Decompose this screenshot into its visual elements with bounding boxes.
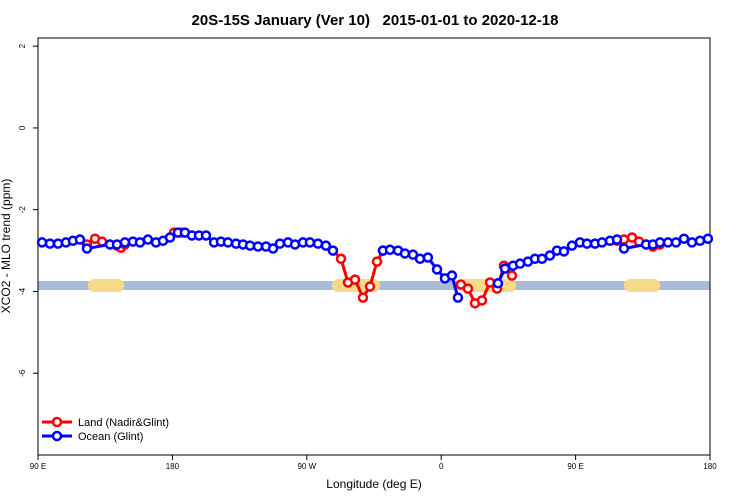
point — [654, 237, 666, 248]
point — [384, 244, 396, 256]
point — [74, 234, 86, 245]
point — [222, 237, 234, 248]
point — [327, 245, 339, 256]
y-tick-label: -2 — [18, 206, 27, 214]
point — [81, 243, 93, 254]
legend-label: Ocean (Glint) — [78, 431, 143, 443]
point — [267, 243, 279, 254]
legend-marker — [51, 430, 63, 442]
y-tick-label: -4 — [18, 287, 27, 295]
point — [399, 248, 411, 259]
point — [678, 233, 690, 244]
point — [44, 238, 56, 249]
point — [142, 234, 154, 245]
point — [506, 270, 518, 281]
point — [618, 243, 630, 254]
x-axis-label: Longitude (deg E) — [326, 477, 421, 491]
point — [670, 237, 682, 248]
plot-frame — [37, 37, 711, 456]
point — [200, 230, 212, 241]
legend-marker — [51, 416, 63, 428]
point — [335, 253, 347, 265]
point — [52, 238, 64, 249]
point — [492, 278, 504, 289]
x-tick-label: 90 W — [297, 462, 316, 471]
legend-label: Land (Nadir&Glint) — [78, 417, 169, 429]
point — [446, 270, 458, 281]
x-tick-label: 0 — [439, 462, 444, 471]
point — [544, 250, 556, 261]
point — [581, 238, 593, 249]
point — [422, 252, 434, 263]
x-tick-label: 90 E — [567, 462, 583, 471]
point — [252, 241, 264, 252]
point — [36, 237, 48, 248]
y-tick-label: 2 — [18, 43, 27, 48]
point — [686, 237, 698, 248]
point — [462, 283, 474, 294]
y-axis-label: XCO2 - MLO trend (ppm) — [0, 179, 13, 314]
point — [452, 292, 464, 303]
point — [499, 263, 511, 274]
x-tick-label: 180 — [166, 462, 180, 471]
point — [558, 246, 570, 257]
point — [357, 292, 369, 303]
y-tick-label: 0 — [18, 125, 27, 130]
point — [702, 233, 714, 244]
x-tick-label: 180 — [703, 462, 717, 471]
point — [414, 253, 426, 265]
point — [611, 234, 623, 245]
x-tick-label: 90 E — [30, 462, 46, 471]
point — [431, 264, 443, 275]
point — [364, 281, 376, 292]
chart-title: 20S-15S January (Ver 10) 2015-01-01 to 2… — [192, 12, 559, 29]
point — [371, 256, 383, 267]
point — [119, 237, 131, 248]
point — [320, 240, 332, 251]
y-tick-label: -6 — [18, 369, 27, 377]
point — [164, 232, 176, 243]
point — [304, 237, 316, 248]
point — [349, 274, 361, 285]
point — [274, 238, 286, 249]
point — [476, 295, 488, 306]
